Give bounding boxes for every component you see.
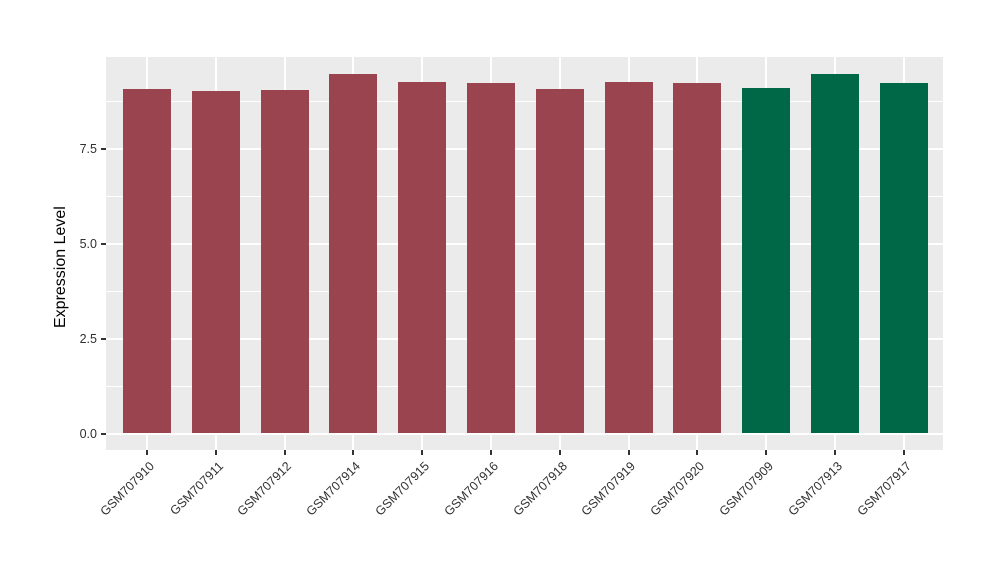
bar-GSM707920 [673, 82, 722, 434]
x-tick-mark [902, 450, 905, 455]
minor-gridline [106, 101, 943, 103]
x-tick-mark [146, 450, 148, 455]
x-tick-mark [421, 450, 424, 455]
bar-GSM707911 [191, 90, 240, 434]
x-tick-label: GSM707910 [97, 459, 157, 519]
x-tick-mark [696, 450, 699, 455]
major-gridline [106, 242, 943, 245]
x-tick-mark [834, 450, 836, 455]
x-tick-label: GSM707911 [166, 459, 226, 518]
y-tick-mark [101, 337, 106, 340]
x-tick-label: GSM707918 [510, 459, 570, 519]
x-tick-label: GSM707916 [441, 459, 501, 519]
minor-gridline [106, 290, 943, 292]
x-tick-mark [352, 450, 355, 455]
y-tick-mark [101, 148, 106, 151]
y-tick-label: 5.0 [79, 236, 97, 251]
y-tick-label: 2.5 [79, 331, 97, 346]
y-tick-label: 0.0 [79, 426, 97, 441]
bar-GSM707919 [604, 82, 653, 434]
x-tick-mark [214, 450, 217, 455]
x-tick-label: GSM707919 [578, 459, 639, 519]
bar-GSM707909 [742, 88, 791, 434]
major-gridline [106, 337, 943, 340]
x-tick-mark [627, 450, 630, 455]
y-tick-label: 7.5 [79, 142, 97, 157]
bar-GSM707918 [535, 88, 584, 434]
minor-gridline [106, 196, 943, 198]
bar-GSM707917 [879, 82, 928, 434]
x-tick-label: GSM707912 [234, 459, 295, 519]
x-tick-label: GSM707914 [303, 459, 364, 519]
x-tick-label: GSM707913 [785, 459, 845, 519]
y-axis-title: Expression Level [52, 206, 69, 328]
x-tick-mark [765, 450, 768, 455]
y-tick-mark [101, 432, 106, 435]
major-gridline [106, 432, 943, 435]
x-tick-mark [558, 450, 561, 455]
x-tick-mark [490, 450, 492, 455]
bar-GSM707910 [123, 88, 171, 434]
plot-panel [106, 57, 943, 450]
x-tick-label: GSM707920 [647, 459, 708, 519]
bar-GSM707914 [329, 74, 378, 434]
bar-GSM707913 [811, 73, 859, 434]
y-tick-mark [101, 242, 106, 245]
x-tick-label: GSM707917 [854, 459, 914, 519]
bar-GSM707912 [260, 89, 309, 434]
bar-GSM707915 [398, 82, 447, 434]
x-tick-label: GSM707915 [372, 459, 433, 519]
x-tick-mark [283, 450, 286, 455]
major-gridline [106, 148, 943, 151]
x-tick-label: GSM707909 [716, 459, 777, 519]
minor-gridline [106, 385, 943, 387]
bar-GSM707916 [467, 82, 515, 434]
